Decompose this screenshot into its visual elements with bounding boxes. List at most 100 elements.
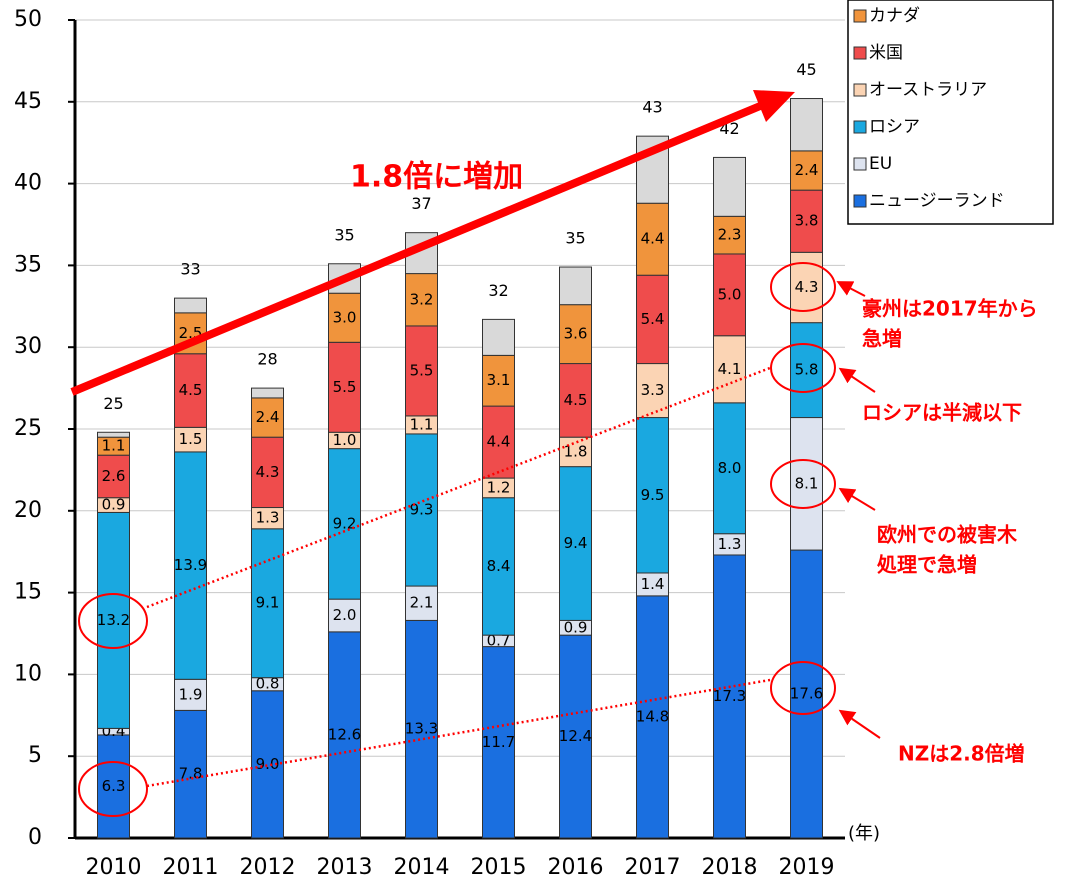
value-label: 5.5	[333, 378, 357, 396]
bar-segment	[174, 297, 207, 314]
value-label: 4.5	[564, 391, 588, 409]
bar-segment	[251, 436, 284, 509]
bar-segment	[405, 325, 438, 417]
y-tick-label: 20	[14, 498, 42, 523]
value-label: 5.4	[641, 310, 665, 328]
x-tick-label: 2018	[702, 855, 758, 880]
annotation: 処理で急増	[877, 553, 977, 577]
x-tick-label: 2014	[394, 855, 450, 880]
value-label: 11.7	[482, 733, 515, 751]
value-label: 2.0	[333, 606, 357, 624]
value-label: 4.3	[795, 278, 819, 296]
value-label: 2.3	[718, 226, 742, 244]
bar-segment	[482, 354, 515, 407]
bar-segment	[328, 448, 361, 600]
value-label: 13.2	[97, 611, 130, 629]
total-label: 43	[642, 98, 662, 117]
highlight-ellipse	[770, 343, 836, 393]
value-label: 2.6	[102, 467, 126, 485]
value-label: 9.3	[410, 500, 434, 518]
value-label: 1.2	[487, 478, 511, 496]
x-tick-label: 2011	[163, 855, 219, 880]
bar-segment	[790, 322, 823, 419]
annotation: ロシアは半減以下	[862, 401, 1022, 425]
bar-segment	[97, 454, 130, 499]
bar-segment	[174, 709, 207, 839]
trend-dotted	[146, 678, 771, 788]
bar-segment	[405, 273, 438, 327]
plot-area: 0510152025303540455020106.30.413.20.92.6…	[14, 7, 845, 880]
value-label: 4.1	[718, 360, 742, 378]
bar-segment	[97, 431, 130, 438]
highlight-ellipse	[78, 761, 148, 817]
total-label: 32	[488, 281, 508, 300]
legend-box	[847, 0, 1054, 225]
value-label: 5.0	[718, 285, 742, 303]
legend-swatch	[853, 120, 867, 134]
value-label: 9.1	[256, 594, 280, 612]
x-tick-label: 2019	[779, 855, 835, 880]
value-label: 1.3	[256, 509, 280, 527]
y-tick-label: 30	[14, 334, 42, 359]
value-label: 1.8	[564, 442, 588, 460]
highlight-ellipse	[770, 262, 836, 312]
value-label: 1.3	[718, 535, 742, 553]
value-label: 0.9	[102, 496, 126, 514]
bar-segment	[559, 304, 592, 365]
bar-segment	[790, 150, 823, 191]
y-tick-label: 10	[14, 661, 42, 686]
value-label: 8.0	[718, 459, 742, 477]
bar-segment	[97, 511, 130, 729]
value-label: 5.8	[795, 361, 819, 379]
y-tick-label: 25	[14, 416, 42, 441]
bar-segment	[559, 634, 592, 839]
bar-segment	[482, 646, 515, 839]
legend-swatch	[853, 9, 867, 23]
x-tick-label: 2015	[471, 855, 527, 880]
value-label: 12.6	[328, 725, 361, 743]
total-label: 35	[565, 229, 585, 248]
value-label: 3.0	[333, 308, 357, 326]
value-label: 17.6	[790, 685, 823, 703]
bar-segment	[482, 318, 515, 356]
legend-swatch	[853, 46, 867, 60]
annotation: 欧州での被害木	[877, 523, 1018, 547]
bar-segment	[328, 631, 361, 839]
total-label: 35	[334, 225, 354, 244]
callout-arrow	[838, 367, 876, 393]
bar-segment	[405, 433, 438, 587]
value-label: 8.1	[795, 474, 819, 492]
x-tick-label: 2017	[625, 855, 681, 880]
trend-arrow	[70, 100, 767, 396]
value-label: 3.3	[641, 381, 665, 399]
y-tick-label: 35	[14, 252, 42, 277]
bar-segment	[713, 215, 746, 255]
value-label: 0.7	[487, 631, 511, 649]
value-label: 1.0	[333, 431, 357, 449]
bar-segment	[328, 598, 361, 633]
value-label: 8.4	[487, 557, 511, 575]
value-label: 0.9	[564, 618, 588, 636]
bar-segment	[251, 397, 284, 438]
value-label: 3.8	[795, 212, 819, 230]
bar-segment	[328, 341, 361, 433]
legend-label: オーストラリア	[869, 80, 987, 100]
bar-segment	[328, 292, 361, 343]
value-label: 4.4	[487, 433, 511, 451]
value-label: 3.2	[410, 290, 434, 308]
total-label: 25	[103, 394, 123, 413]
bar-segment	[790, 549, 823, 839]
value-label: 1.1	[410, 415, 434, 433]
legend-label: EU	[869, 154, 892, 174]
value-label: 13.3	[405, 720, 438, 738]
value-label: 1.4	[641, 575, 665, 593]
y-tick-label: 40	[14, 171, 42, 196]
value-label: 2.4	[795, 161, 819, 179]
value-label: 2.1	[410, 594, 434, 612]
bar-segment	[713, 554, 746, 839]
bar-segment	[713, 253, 746, 337]
x-tick-label: 2016	[548, 855, 604, 880]
bar-segment	[559, 363, 592, 438]
annotation: 豪州は2017年から	[862, 297, 1038, 321]
